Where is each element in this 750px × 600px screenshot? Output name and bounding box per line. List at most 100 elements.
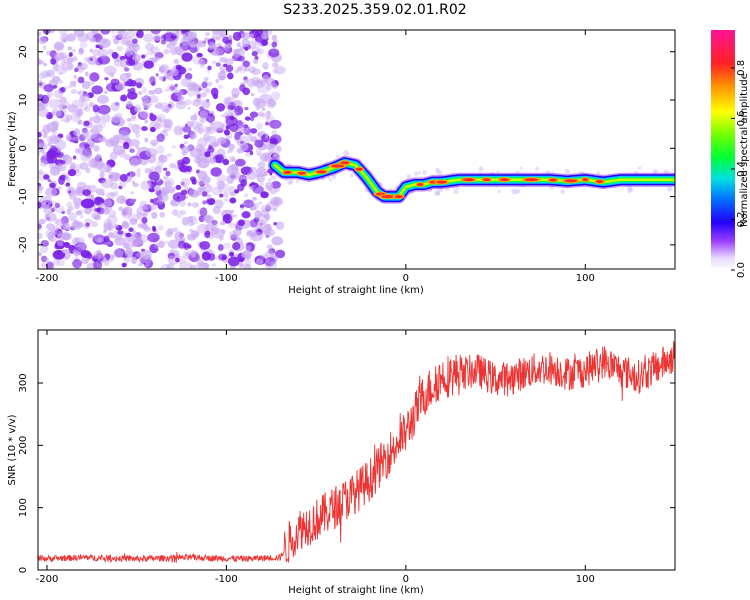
faint-speckle: [287, 180, 292, 186]
noise-speckle: [272, 62, 279, 68]
noise-speckle: [252, 185, 264, 194]
noise-speckle: [105, 138, 115, 148]
noise-speckle: [48, 98, 62, 109]
noise-speckle: [117, 149, 127, 158]
noise-speckle: [129, 218, 138, 225]
noise-speckle: [154, 243, 160, 249]
noise-speckle: [92, 48, 100, 57]
noise-speckle: [229, 251, 235, 257]
noise-speckle: [144, 119, 148, 124]
noise-speckle: [202, 126, 213, 134]
noise-speckle: [80, 198, 95, 209]
noise-speckle: [129, 139, 140, 147]
noise-speckle: [72, 219, 80, 228]
noise-speckle: [71, 48, 76, 53]
top-y-tick-label: 0: [18, 145, 29, 151]
hot-spot-core: [355, 167, 363, 171]
noise-speckle: [141, 216, 148, 224]
noise-speckle: [149, 114, 157, 122]
signal-track: [267, 155, 675, 204]
noise-speckle: [68, 83, 73, 89]
faint-speckle: [453, 189, 459, 195]
noise-speckle: [103, 235, 110, 243]
noise-speckle: [49, 30, 55, 34]
noise-speckle: [191, 178, 197, 185]
noise-speckle: [101, 136, 107, 143]
noise-speckle: [254, 209, 262, 219]
noise-speckle: [149, 243, 159, 254]
colorbar-tick-label: 0.8: [736, 60, 747, 76]
noise-speckle: [263, 171, 268, 177]
noise-speckle: [170, 33, 177, 38]
noise-speckle: [163, 129, 167, 133]
noise-speckle: [235, 48, 241, 54]
noise-speckle: [50, 57, 57, 65]
faint-speckle: [496, 170, 500, 174]
noise-speckle: [89, 142, 95, 149]
noise-speckle: [241, 38, 250, 48]
faint-speckle: [296, 179, 300, 184]
noise-speckle: [61, 249, 68, 254]
noise-speckle: [67, 46, 72, 51]
noise-speckle: [198, 215, 205, 223]
noise-speckle: [129, 148, 135, 153]
faint-speckle: [422, 170, 427, 175]
noise-speckle: [212, 141, 220, 147]
noise-speckle: [234, 133, 241, 141]
noise-speckle: [176, 255, 187, 265]
noise-speckle: [253, 97, 261, 107]
noise-speckle: [243, 199, 255, 208]
noise-speckle: [207, 198, 216, 206]
noise-speckle: [251, 196, 257, 201]
noise-speckle: [206, 81, 213, 87]
noise-speckle: [271, 34, 278, 41]
noise-speckle: [38, 251, 43, 257]
noise-speckle: [243, 263, 252, 269]
noise-speckle: [258, 201, 263, 205]
noise-speckle: [164, 107, 170, 114]
noise-speckle: [38, 107, 49, 117]
top-x-axis-label: Height of straight line (km): [288, 285, 424, 296]
noise-speckle: [265, 133, 269, 137]
noise-speckle: [206, 194, 212, 200]
noise-speckle: [160, 66, 164, 72]
noise-speckle: [266, 244, 273, 250]
noise-speckle: [38, 58, 42, 65]
noise-speckle: [136, 82, 143, 89]
faint-speckle: [343, 149, 349, 156]
noise-speckle: [45, 187, 58, 197]
noise-speckle: [76, 108, 83, 116]
noise-speckle: [127, 100, 132, 105]
noise-speckle: [148, 203, 157, 211]
noise-speckle: [256, 152, 261, 156]
hot-spot-core: [417, 183, 424, 187]
noise-speckle: [243, 67, 250, 72]
noise-speckle: [158, 118, 170, 128]
noise-speckle: [55, 63, 61, 68]
noise-speckle: [75, 169, 79, 173]
noise-speckle: [189, 120, 199, 129]
top-y-tick-label: -20: [18, 237, 29, 253]
noise-speckle: [166, 43, 172, 49]
noise-speckle: [144, 42, 155, 51]
hot-spot-core: [316, 170, 327, 174]
noise-speckle: [130, 80, 137, 87]
noise-speckle: [223, 43, 230, 52]
noise-speckle: [120, 94, 128, 102]
noise-speckle: [255, 105, 261, 111]
noise-speckle: [89, 48, 93, 53]
noise-speckle: [87, 55, 99, 65]
noise-speckle: [260, 191, 269, 199]
noise-speckle: [155, 165, 162, 175]
noise-speckle: [116, 133, 126, 141]
noise-speckle: [223, 129, 231, 136]
noise-speckle: [67, 168, 77, 177]
noise-speckle: [105, 165, 112, 174]
noise-speckle: [199, 240, 211, 250]
noise-speckle: [205, 32, 210, 37]
noise-speckle: [145, 148, 158, 158]
noise-speckle: [185, 252, 190, 256]
faint-speckle: [435, 167, 440, 173]
noise-speckle: [222, 158, 230, 166]
noise-speckle: [228, 222, 236, 229]
